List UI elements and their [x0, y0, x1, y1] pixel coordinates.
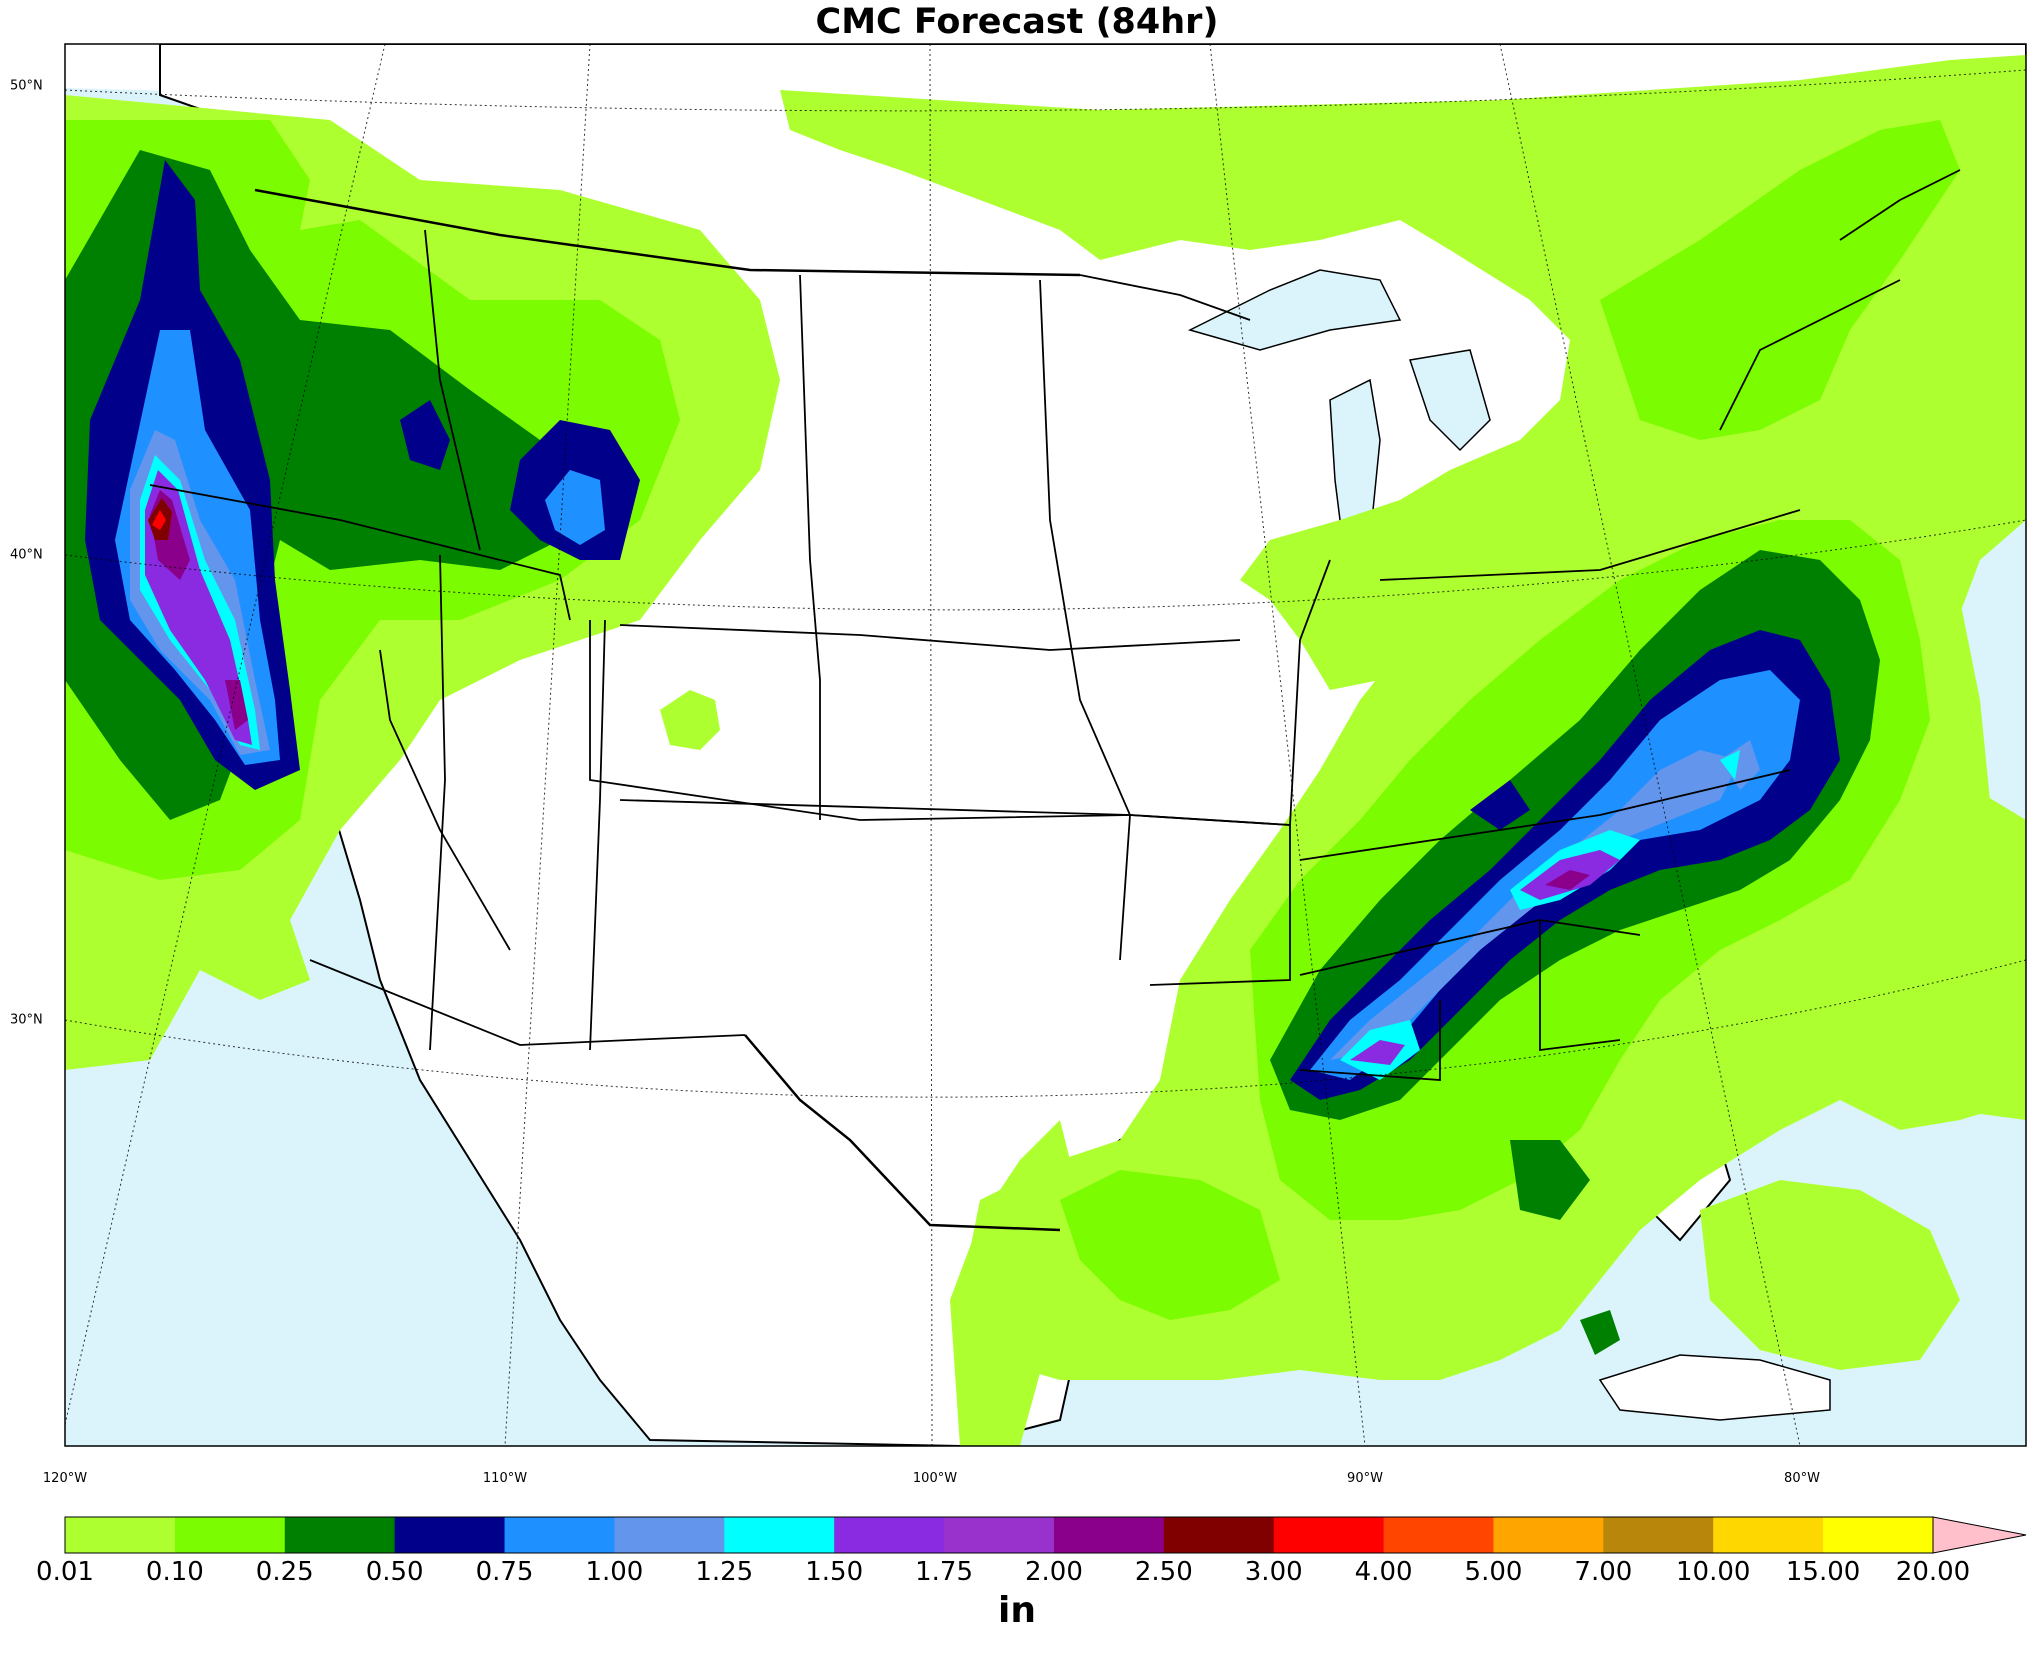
colorbar-tick-label: 10.00 [1676, 1557, 1751, 1587]
colorbar-swatch [1163, 1517, 1275, 1553]
colorbar-swatch [284, 1517, 396, 1553]
lat-label-40: 40°N [10, 547, 43, 563]
colorbar-swatch [1823, 1517, 1934, 1553]
map-title: CMC Forecast (84hr) [815, 2, 1219, 42]
colorbar-tick-label: 0.75 [475, 1557, 534, 1587]
colorbar-tick-label: 5.00 [1464, 1557, 1523, 1587]
precip-montana [610, 280, 700, 320]
map-frame [64, 43, 2027, 1447]
colorbar [64, 1516, 2027, 1554]
precip-southeast [960, 460, 2026, 1380]
precip-pacific-nw [65, 95, 780, 1070]
colorbar-tick-label: 0.01 [36, 1557, 94, 1587]
colorbar-tick-label: 2.00 [1024, 1557, 1083, 1587]
colorbar-swatch [504, 1517, 615, 1553]
precip-gulf [950, 1120, 1960, 1446]
colorbar-tick-label: 15.00 [1785, 1557, 1861, 1587]
colorbar-swatch [394, 1517, 506, 1553]
colorbar-swatch [1053, 1517, 1165, 1553]
colorbar-tick-label: 0.25 [255, 1557, 314, 1587]
colorbar-tick-label: 1.25 [695, 1557, 754, 1587]
lat-label-30: 30°N [10, 1012, 43, 1028]
lon-label-90: 90°W [1347, 1471, 1383, 1486]
lat-label-50: 50°N [10, 78, 43, 94]
land-cuba [1598, 1354, 1831, 1421]
colorbar-swatch [1383, 1517, 1494, 1553]
political-borders [149, 169, 1961, 1232]
colorbar-swatch [1273, 1517, 1385, 1553]
colorbar-swatch [614, 1517, 725, 1553]
colorbar-swatch [724, 1517, 835, 1553]
colorbar-swatch [1603, 1517, 1714, 1553]
colorbar-swatch [1493, 1517, 1604, 1553]
colorbar-tick-label: 1.75 [915, 1557, 973, 1587]
colorbar-tick-label: 1.00 [585, 1557, 644, 1587]
colorbar-unit: in [998, 1590, 1036, 1631]
colorbar-swatch [174, 1517, 286, 1553]
lon-label-110: 110°W [482, 1471, 528, 1486]
lon-label-120: 120°W [42, 1471, 88, 1486]
colorbar-tick-label: 3.00 [1244, 1557, 1303, 1587]
colorbar-swatch [944, 1517, 1055, 1553]
precip-colorado [660, 690, 720, 750]
colorbar-tick-label: 4.00 [1354, 1557, 1413, 1587]
colorbar-swatch [1713, 1517, 1824, 1553]
colorbar-swatch [834, 1517, 945, 1553]
colorbar-extend-arrow [1932, 1516, 2027, 1554]
colorbar-tick-label: 1.50 [805, 1557, 864, 1587]
colorbar-swatch [65, 1517, 176, 1553]
colorbar-tick-label: 0.10 [145, 1557, 204, 1587]
colorbar-tick-label: 20.00 [1895, 1557, 1971, 1587]
colorbar-tick-label: 0.50 [365, 1557, 424, 1587]
colorbar-tick-label: 7.00 [1574, 1557, 1633, 1587]
graticule [65, 44, 2026, 1446]
lon-label-80: 80°W [1784, 1471, 1820, 1486]
lon-label-100: 100°W [912, 1471, 958, 1486]
colorbar-frame [64, 1516, 1934, 1554]
colorbar-tick-label: 2.50 [1134, 1557, 1193, 1587]
